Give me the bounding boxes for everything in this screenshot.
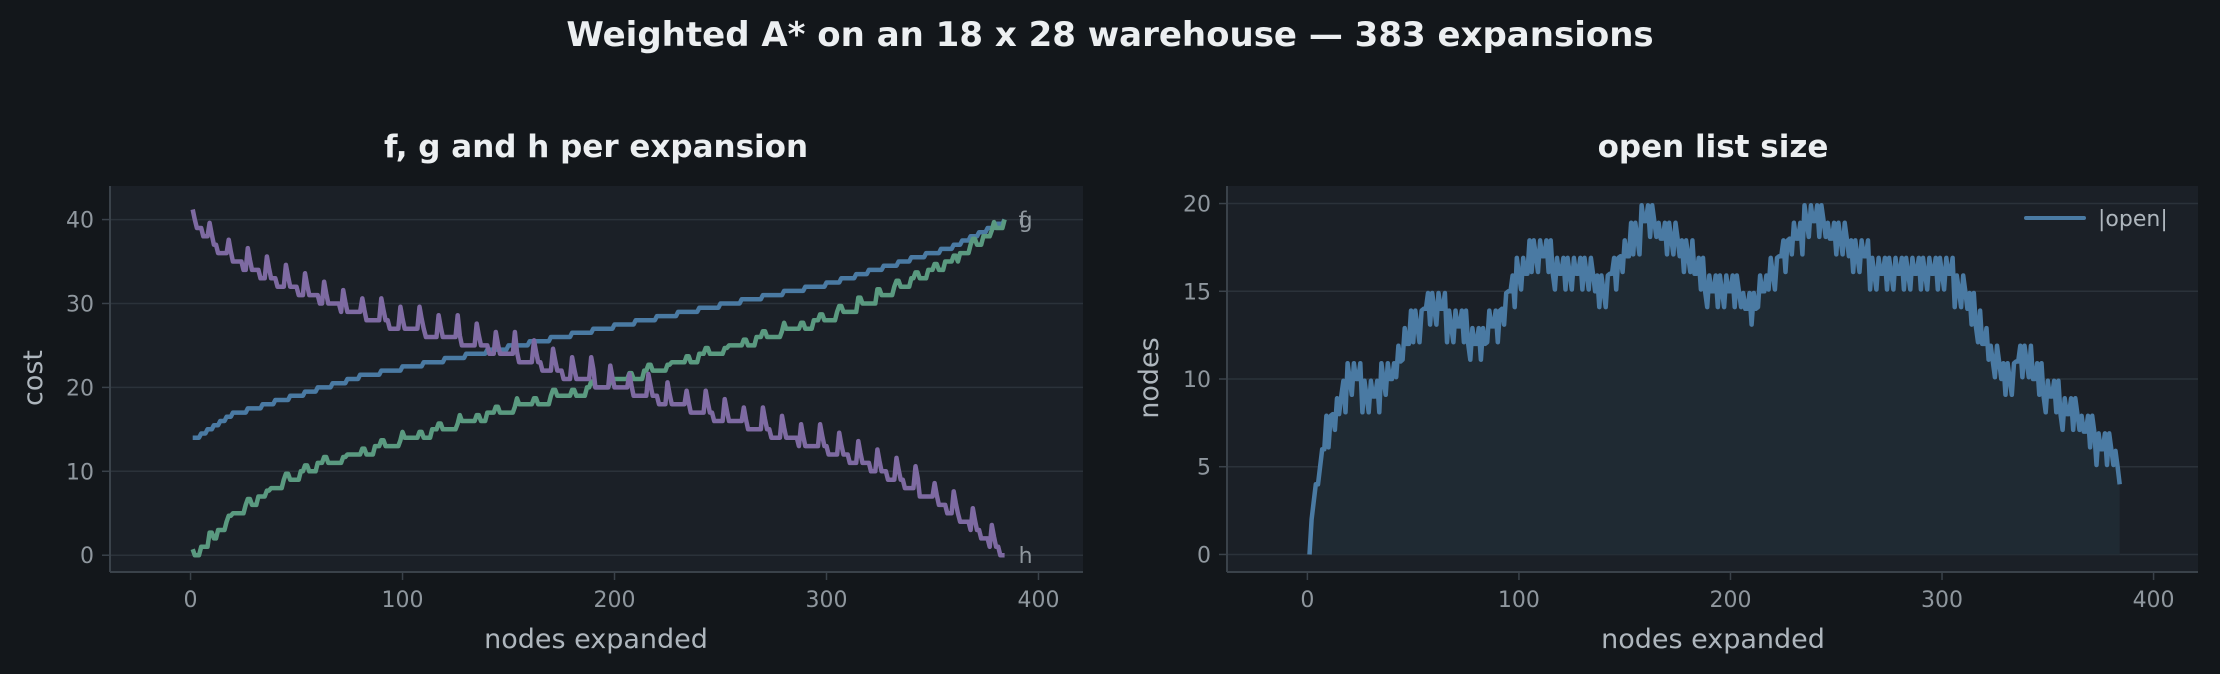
fgh-axes xyxy=(109,186,1083,573)
fgh-x-tick-label: 200 xyxy=(594,588,636,613)
open-x-axis-label: nodes expanded xyxy=(1601,624,1825,655)
open-x-tick-label: 300 xyxy=(1921,588,1963,613)
open-list-chart: 0 100 200 300 400 0 5 10 15 20 open list size no… xyxy=(1134,129,2198,655)
open-series-lines xyxy=(1307,203,2122,555)
fgh-x-tick-label: 300 xyxy=(806,588,848,613)
fgh-x-tick-label: 0 xyxy=(184,588,198,613)
fgh-y-ticks: 0 10 20 30 40 xyxy=(66,209,110,569)
fgh-x-tick-label: 400 xyxy=(1017,588,1059,613)
open-y-tick-label: 5 xyxy=(1197,456,1211,481)
fgh-x-axis-label: nodes expanded xyxy=(484,624,708,655)
open-y-tick-label: 0 xyxy=(1197,543,1211,568)
end-label-h: h xyxy=(1019,544,1033,569)
series-line-f xyxy=(192,218,1007,440)
fgh-chart: 0 100 200 300 400 0 10 20 30 40 fg h f, g and h p… xyxy=(18,129,1083,655)
open-x-tick-label: 0 xyxy=(1300,588,1314,613)
fgh-y-tick-label: 30 xyxy=(66,292,94,317)
fgh-x-ticks: 0 100 200 300 400 xyxy=(184,572,1059,613)
fgh-end-labels: fg h xyxy=(1019,209,1033,570)
fgh-y-tick-label: 0 xyxy=(80,544,94,569)
fgh-y-axis-label: cost xyxy=(18,350,49,406)
series-line-h xyxy=(190,209,1005,558)
open-chart-title: open list size xyxy=(1598,129,1829,165)
fgh-y-tick-label: 10 xyxy=(66,460,94,485)
open-x-ticks: 0 100 200 300 400 xyxy=(1300,572,2175,613)
figure-title: Weighted A* on an 18 x 28 warehouse — 38… xyxy=(566,15,1653,55)
fgh-y-tick-label: 20 xyxy=(66,376,94,401)
end-label-f: f xyxy=(1019,209,1028,234)
open-x-tick-label: 400 xyxy=(2133,588,2175,613)
open-y-tick-label: 20 xyxy=(1183,193,1211,218)
series-line-open xyxy=(1307,203,2122,555)
end-label-g: g xyxy=(1019,209,1033,234)
fgh-series-lines xyxy=(190,209,1007,558)
open-x-tick-label: 100 xyxy=(1498,588,1540,613)
open-x-tick-label: 200 xyxy=(1709,588,1751,613)
open-y-tick-label: 10 xyxy=(1183,368,1211,393)
fgh-x-tick-label: 100 xyxy=(382,588,424,613)
open-legend: |open| xyxy=(2024,207,2168,232)
open-legend-label: |open| xyxy=(2098,207,2168,232)
open-y-tick-label: 15 xyxy=(1183,280,1211,305)
open-y-ticks: 0 5 10 15 20 xyxy=(1183,193,1227,568)
fgh-y-tick-label: 40 xyxy=(66,209,94,234)
fgh-chart-title: f, g and h per expansion xyxy=(384,129,808,165)
open-y-axis-label: nodes xyxy=(1134,337,1165,418)
